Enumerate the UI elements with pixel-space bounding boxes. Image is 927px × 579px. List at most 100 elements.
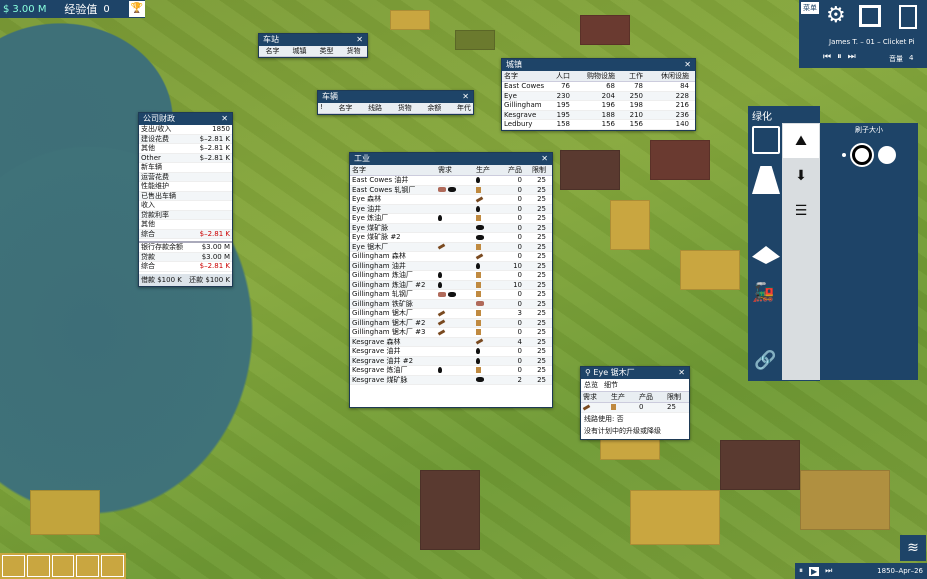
col-name[interactable]: 名字 (338, 104, 353, 112)
close-icon[interactable]: ✕ (356, 35, 363, 44)
close-icon[interactable]: ✕ (684, 60, 691, 69)
table-row[interactable]: Kesgrave 森林 4 25 (350, 337, 552, 347)
borrow-button[interactable]: 借款 $100 K (141, 275, 182, 284)
col-line[interactable]: 线路 (368, 104, 383, 112)
box-icon (476, 272, 481, 278)
table-row[interactable]: Eye 锯木厂 0 25 (350, 242, 552, 252)
table-row[interactable]: Kesgrave 油井 #2 0 25 (350, 356, 552, 366)
exp-label: 经验值 (64, 3, 98, 16)
table-cell: Eye (504, 91, 517, 100)
col-limit[interactable]: 限制 (532, 166, 546, 174)
close-icon[interactable]: ✕ (678, 368, 685, 377)
table-row[interactable]: Gillingham 锯木厂 #3 0 25 (350, 328, 552, 338)
table-row[interactable]: Kesgrave 炼油厂 0 25 (350, 366, 552, 376)
tool-3-icon[interactable] (51, 555, 75, 577)
col-balance[interactable]: 余额 (427, 104, 442, 112)
table-row[interactable]: Gillingham 铁矿脉 0 25 (350, 299, 552, 309)
table-row[interactable]: East Cowes 轧钢厂 0 25 (350, 185, 552, 195)
table-row[interactable]: East Cowes 油井 0 25 (350, 176, 552, 186)
lower-terrain-icon[interactable]: ⬇ (795, 168, 807, 184)
table-cell: 0 (517, 176, 522, 184)
table-row[interactable]: Ledbury 158 156 156 140 (502, 120, 695, 130)
play-icon[interactable]: ▶ (809, 566, 820, 576)
table-row[interactable]: Gillingham 森林 0 25 (350, 252, 552, 262)
table-row[interactable]: Kesgrave 油井 0 25 (350, 347, 552, 357)
brush-small[interactable] (842, 153, 846, 157)
tool-train-icon[interactable]: 🚂 (752, 282, 775, 303)
tool-rail-icon[interactable] (752, 126, 780, 154)
table-row[interactable]: Eye 煤矿脉 #2 0 25 (350, 233, 552, 243)
pause-icon[interactable]: ⏸ (799, 566, 803, 575)
col-cargo[interactable]: 货物 (397, 104, 412, 112)
table-row: 性能维护 (139, 182, 232, 192)
fast-forward-icon[interactable]: ⏭ (825, 566, 833, 575)
table-row[interactable]: Eye 森林 0 25 (350, 195, 552, 205)
tool-terrain-icon[interactable] (752, 246, 780, 264)
tool-link-icon[interactable]: 🔗 (754, 350, 777, 371)
table-cell: 25 (537, 204, 546, 213)
close-icon[interactable]: ✕ (541, 154, 548, 163)
brush-large[interactable] (878, 146, 896, 164)
col-town[interactable]: 城镇 (292, 47, 307, 55)
col-produce[interactable]: 生产 (476, 166, 490, 174)
table-row[interactable]: Gillingham 轧钢厂 0 25 (350, 290, 552, 300)
table-row[interactable]: East Cowes 76 68 78 84 (502, 82, 695, 92)
col-name[interactable]: 名字 (504, 72, 518, 80)
gear-icon[interactable]: ⚙ (826, 3, 846, 28)
tool-1-icon[interactable] (2, 555, 25, 577)
flatten-terrain-icon[interactable]: ☰ (794, 203, 808, 219)
table-row[interactable]: Gillingham 炼油厂 0 25 (350, 271, 552, 281)
tab-details[interactable]: 细节 (604, 381, 618, 389)
col-year[interactable]: 年代 (456, 104, 471, 112)
table-cell: 78 (634, 82, 643, 90)
table-row[interactable]: Kesgrave 195 188 210 236 (502, 110, 695, 120)
table-row[interactable]: Gillingham 油井 10 25 (350, 261, 552, 271)
col-population[interactable]: 人口 (556, 72, 570, 80)
table-cell (436, 271, 474, 280)
table-row[interactable]: Kesgrave 煤矿脉 2 25 (350, 375, 552, 385)
table-row[interactable]: Gillingham 锯木厂 #2 0 25 (350, 318, 552, 328)
tool-5-icon[interactable] (101, 555, 124, 577)
col-name[interactable]: 名字 (265, 47, 280, 55)
col-name[interactable]: 名字 (352, 166, 366, 174)
tool-2-icon[interactable] (26, 555, 50, 577)
layers-icon[interactable]: ≋ (900, 535, 926, 561)
table-row[interactable]: Gillingham 195 196 198 216 (502, 101, 695, 111)
table-row[interactable]: Eye 油井 0 25 (350, 204, 552, 214)
table-cell (436, 252, 474, 261)
tool-road-icon[interactable] (752, 166, 780, 194)
table-row[interactable]: Eye 炼油厂 0 25 (350, 214, 552, 224)
col-shopping[interactable]: 购物设施 (587, 72, 615, 80)
close-icon[interactable]: ✕ (462, 92, 469, 101)
col-cargo[interactable]: 货物 (346, 47, 361, 55)
table-cell: 0 (517, 214, 522, 222)
col-alert[interactable]: ! (320, 103, 323, 111)
row-label: 贷款利率 (141, 210, 169, 219)
exit-icon[interactable] (899, 5, 917, 29)
table-cell: 25 (537, 299, 546, 308)
playback-controls[interactable]: ⏮⏸⏭ (823, 52, 862, 62)
tab-overview[interactable]: 总览 (584, 381, 598, 389)
col-work[interactable]: 工作 (629, 72, 643, 80)
col-demand[interactable]: 需求 (438, 166, 452, 174)
tool-4-icon[interactable] (76, 555, 100, 577)
box-icon (476, 215, 481, 221)
town-window: 城镇 ✕ 名字 人口 购物设施 工作 休闲设施 East Cowes 76 68 78 8… (501, 58, 696, 131)
col-type[interactable]: 类型 (319, 47, 334, 55)
brush-medium[interactable] (850, 143, 874, 167)
table-row[interactable]: Gillingham 锯木厂 3 25 (350, 309, 552, 319)
table-row[interactable]: Eye 230 204 250 228 (502, 91, 695, 101)
raise-terrain-icon[interactable]: ⛰ (783, 124, 819, 158)
table-cell: Gillingham 森林 (352, 252, 406, 260)
close-icon[interactable]: ✕ (221, 114, 228, 123)
col-leisure[interactable]: 休闲设施 (661, 72, 689, 80)
repay-button[interactable]: 还款 $100 K (189, 275, 230, 284)
iron-icon (438, 187, 446, 192)
table-row[interactable]: Eye 煤矿脉 0 25 (350, 223, 552, 233)
menu-button[interactable]: 菜单 (801, 2, 819, 14)
trophy-icon[interactable]: 🏆 (129, 1, 145, 17)
save-icon[interactable] (859, 5, 881, 27)
table-cell: Gillingham 轧钢厂 (352, 290, 413, 298)
col-product[interactable]: 产品 (508, 166, 522, 174)
table-row[interactable]: Gillingham 炼油厂 #2 10 25 (350, 280, 552, 290)
